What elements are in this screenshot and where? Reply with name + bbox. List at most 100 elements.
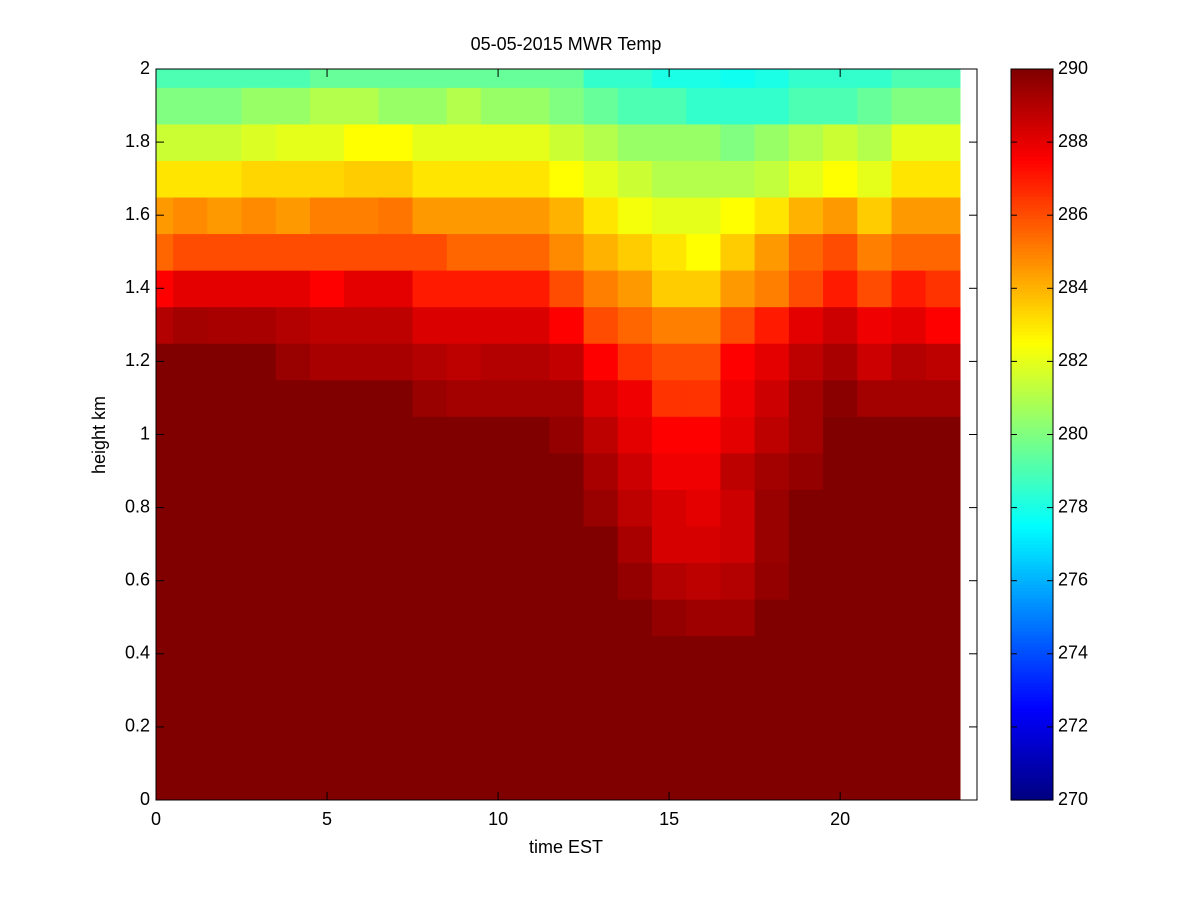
- heatmap-cell: [173, 525, 208, 564]
- colorbar-swatch: [1011, 90, 1053, 96]
- heatmap-cell: [156, 233, 174, 271]
- heatmap-cell: [156, 489, 174, 527]
- colorbar-tick-label: 278: [1058, 496, 1088, 516]
- colorbar-swatch: [1011, 781, 1053, 786]
- colorbar-swatch: [1011, 153, 1053, 158]
- heatmap-cell: [583, 416, 619, 454]
- heatmap-cell: [156, 160, 174, 198]
- colorbar-swatch: [1011, 226, 1053, 231]
- heatmap-cell: [549, 598, 585, 637]
- colorbar-swatch: [1011, 185, 1053, 191]
- colorbar-swatch: [1011, 704, 1053, 710]
- heatmap-cell: [925, 160, 961, 198]
- heatmap-cell: [925, 598, 961, 637]
- heatmap-cell: [412, 123, 448, 161]
- colorbar-swatch: [1011, 540, 1053, 545]
- heatmap-cell: [207, 452, 243, 490]
- heatmap-cell: [652, 379, 687, 417]
- heatmap-cell: [241, 233, 277, 271]
- colorbar-swatch: [1011, 474, 1053, 479]
- heatmap-cell: [720, 123, 756, 161]
- colorbar-swatch: [1011, 193, 1053, 198]
- heatmap-cell: [720, 598, 756, 637]
- heatmap-cell: [652, 562, 687, 600]
- heatmap-cell: [720, 635, 756, 673]
- colorbar-swatch: [1011, 383, 1053, 388]
- heatmap-cell: [344, 562, 379, 600]
- colorbar-swatch: [1011, 726, 1053, 732]
- heatmap-cell: [344, 196, 379, 235]
- colorbar-swatch: [1011, 730, 1053, 735]
- colorbar-swatch: [1011, 116, 1053, 121]
- heatmap-cell: [857, 123, 893, 161]
- heatmap-cell: [925, 781, 961, 800]
- heatmap-cell: [720, 416, 756, 454]
- colorbar-swatch: [1011, 339, 1053, 344]
- heatmap-cell: [378, 635, 414, 673]
- heatmap-cell: [173, 69, 208, 88]
- heatmap-cell: [173, 562, 208, 600]
- heatmap-cell: [891, 708, 927, 746]
- y-tick-label: 0.2: [125, 716, 150, 736]
- colorbar-tick-label: 282: [1058, 350, 1088, 370]
- heatmap-cell: [446, 452, 482, 490]
- heatmap-cell: [857, 562, 893, 600]
- colorbar-swatch: [1011, 511, 1053, 516]
- heatmap-cell: [788, 452, 824, 490]
- heatmap-cell: [583, 270, 619, 308]
- colorbar-swatch: [1011, 134, 1053, 140]
- heatmap-cell: [241, 672, 277, 710]
- heatmap-cell: [515, 489, 550, 527]
- colorbar-swatch: [1011, 708, 1053, 713]
- heatmap-cell: [156, 416, 174, 454]
- heatmap-cell: [754, 87, 790, 125]
- colorbar-swatch: [1011, 288, 1053, 293]
- colorbar-swatch: [1011, 723, 1053, 728]
- colorbar-swatch: [1011, 255, 1053, 260]
- colorbar-swatch: [1011, 598, 1053, 604]
- heatmap-cell: [446, 196, 482, 235]
- colorbar-swatch: [1011, 397, 1053, 403]
- colorbar-swatch: [1011, 653, 1053, 659]
- heatmap-cell: [344, 379, 379, 417]
- colorbar-swatch: [1011, 745, 1053, 750]
- colorbar-swatch: [1011, 98, 1053, 103]
- colorbar-swatch: [1011, 715, 1053, 721]
- heatmap-cell: [857, 379, 893, 417]
- colorbar-swatch: [1011, 273, 1053, 278]
- colorbar-swatch: [1011, 445, 1053, 450]
- colorbar-swatch: [1011, 306, 1053, 311]
- colorbar-swatch: [1011, 361, 1053, 366]
- colorbar-swatch: [1011, 427, 1053, 432]
- heatmap-cell: [412, 635, 448, 673]
- heatmap-cell: [275, 635, 311, 673]
- chart-title: 05-05-2015 MWR Temp: [471, 34, 662, 54]
- colorbar-swatch: [1011, 149, 1053, 154]
- heatmap-cell: [891, 270, 927, 308]
- heatmap-cell: [686, 160, 722, 198]
- heatmap-cell: [720, 306, 756, 344]
- heatmap-cell: [754, 69, 790, 88]
- colorbar-swatch: [1011, 372, 1053, 377]
- colorbar-swatch: [1011, 218, 1053, 224]
- heatmap-cell: [412, 525, 448, 564]
- heatmap-cell: [480, 87, 516, 125]
- colorbar-swatch: [1011, 759, 1053, 765]
- heatmap-cell: [173, 489, 208, 527]
- heatmap-cell: [412, 489, 448, 527]
- x-axis-label: time EST: [529, 837, 603, 857]
- heatmap-cell: [156, 69, 174, 88]
- heatmap-cell: [857, 525, 893, 564]
- colorbar-swatch: [1011, 588, 1053, 593]
- heatmap-cells: [156, 69, 961, 800]
- x-tick-label: 5: [322, 809, 332, 829]
- heatmap-cell: [788, 87, 824, 125]
- heatmap-cell: [173, 233, 208, 271]
- heatmap-cell: [446, 379, 482, 417]
- colorbar-swatch: [1011, 712, 1053, 717]
- heatmap-cell: [309, 416, 345, 454]
- heatmap-cell: [156, 598, 174, 637]
- heatmap-cell: [754, 196, 790, 235]
- colorbar-swatch: [1011, 324, 1053, 330]
- colorbar-swatch: [1011, 368, 1053, 373]
